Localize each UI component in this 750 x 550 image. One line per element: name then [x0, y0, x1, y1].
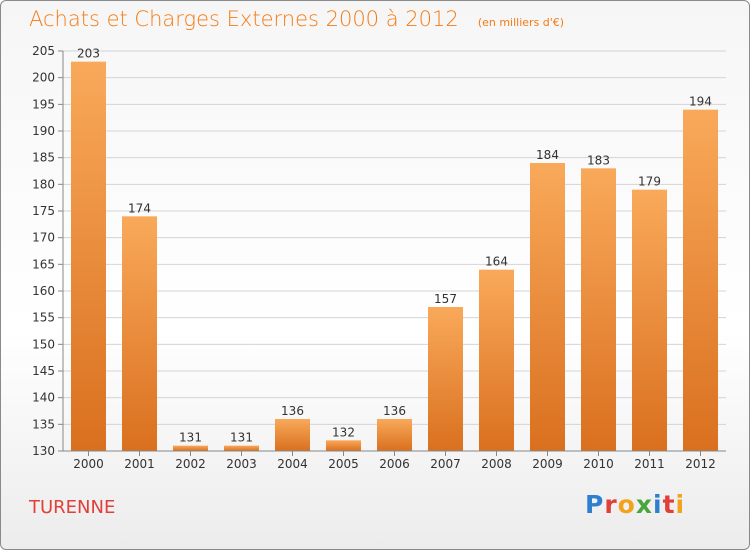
y-tick-label: 175 — [32, 204, 55, 218]
bar — [122, 216, 157, 451]
proxiti-logo: Proxiti — [585, 490, 685, 519]
bar — [479, 269, 514, 451]
bar-value-label: 203 — [77, 47, 100, 61]
x-tick-label: 2008 — [481, 457, 512, 471]
x-tick-label: 2010 — [583, 457, 614, 471]
logo-letter: P — [585, 490, 605, 519]
bar-value-label: 194 — [689, 95, 712, 109]
y-tick-label: 160 — [32, 284, 55, 298]
bar-value-label: 184 — [536, 148, 559, 162]
y-tick-label: 195 — [32, 97, 55, 111]
x-tick-label: 2001 — [124, 457, 155, 471]
y-axis: 130 135 140 145 150 155 160 165 170 175 180 185 190 1… — [32, 44, 64, 458]
bar-value-label: 131 — [179, 431, 202, 445]
y-tick-label: 170 — [32, 231, 55, 245]
x-tick-label: 2000 — [73, 457, 104, 471]
y-tick-label: 140 — [32, 391, 55, 405]
city-name: TURENNE — [29, 497, 116, 518]
y-tick-label: 185 — [32, 151, 55, 165]
x-tick-label: 2006 — [379, 457, 410, 471]
bar-value-label: 136 — [281, 404, 304, 418]
x-tick-label: 2003 — [226, 457, 257, 471]
logo-letter: i — [653, 490, 663, 519]
y-tick-label: 200 — [32, 71, 55, 85]
y-tick-label: 190 — [32, 124, 55, 138]
y-tick-label: 135 — [32, 417, 55, 431]
bar-value-label: 131 — [230, 431, 253, 445]
x-tick-label: 2007 — [430, 457, 461, 471]
bar-value-label: 157 — [434, 292, 457, 306]
x-tick-label: 2009 — [532, 457, 563, 471]
bar-value-label: 174 — [128, 201, 151, 215]
bar — [71, 61, 106, 452]
bar — [377, 419, 412, 451]
bar — [275, 419, 310, 451]
bar — [326, 440, 361, 451]
logo-letter: i — [675, 490, 686, 519]
logo-letter: t — [662, 490, 676, 519]
bar-value-label: 164 — [485, 255, 508, 269]
data-labels: 203 174 131 131 136 132 136 157 164 184 183 179 194 — [77, 47, 712, 445]
x-tick-label: 2011 — [634, 457, 665, 471]
chart-unit: (en milliers d'€) — [477, 16, 565, 29]
x-tick-label: 2012 — [685, 457, 716, 471]
y-tick-label: 180 — [32, 177, 55, 191]
y-tick-label: 150 — [32, 337, 55, 351]
y-tick-label: 205 — [32, 44, 55, 58]
bar — [224, 445, 259, 451]
logo-letter: r — [604, 490, 618, 519]
bar — [581, 168, 616, 452]
bar-value-label: 136 — [383, 404, 406, 418]
logo-letter: o — [617, 490, 636, 519]
bar-value-label: 179 — [638, 175, 661, 189]
y-tick-label: 145 — [32, 364, 55, 378]
logo-letter: x — [635, 490, 653, 519]
chart-title-block: Achats et Charges Externes 2000 à 2012 (… — [29, 7, 564, 31]
y-tick-label: 130 — [32, 444, 55, 458]
bar — [428, 307, 463, 451]
x-tick-label: 2002 — [175, 457, 206, 471]
chart-title: Achats et Charges Externes 2000 à 2012 — [29, 7, 459, 31]
y-tick-label: 155 — [32, 311, 55, 325]
bar-value-label: 132 — [332, 425, 355, 439]
bars — [71, 61, 718, 452]
grid-lines — [63, 50, 726, 452]
x-tick-label: 2004 — [277, 457, 308, 471]
bar — [632, 189, 667, 451]
bar — [683, 109, 718, 452]
x-axis: 2000 2001 2002 2003 2004 2005 2006 2007 2008 2009… — [63, 450, 726, 471]
bar — [530, 163, 565, 451]
y-tick-label: 165 — [32, 257, 55, 271]
bar-value-label: 183 — [587, 153, 610, 167]
x-tick-label: 2005 — [328, 457, 359, 471]
bar — [173, 445, 208, 451]
